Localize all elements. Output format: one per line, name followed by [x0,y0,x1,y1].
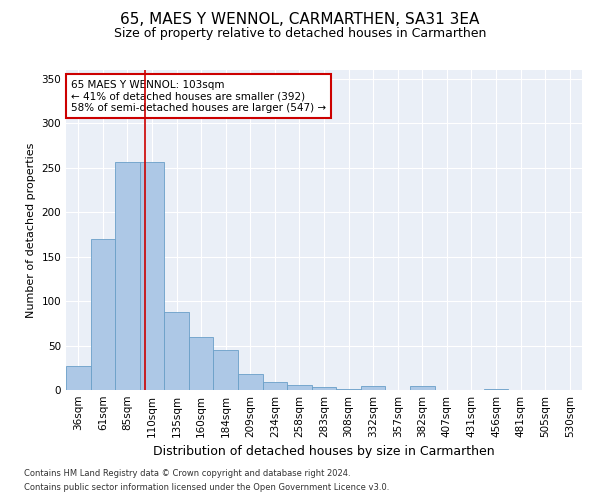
Bar [66,366,91,390]
Y-axis label: Number of detached properties: Number of detached properties [26,142,36,318]
Bar [361,386,385,390]
Text: Contains public sector information licensed under the Open Government Licence v3: Contains public sector information licen… [24,484,389,492]
Bar [484,389,508,390]
Text: 65 MAES Y WENNOL: 103sqm
← 41% of detached houses are smaller (392)
58% of semi-: 65 MAES Y WENNOL: 103sqm ← 41% of detach… [71,80,326,113]
Bar [189,336,214,390]
Bar [410,386,434,390]
Bar [263,382,287,390]
Bar [336,389,361,390]
Bar [238,374,263,390]
Bar [140,162,164,390]
Bar [115,162,140,390]
Bar [312,388,336,390]
Text: Size of property relative to detached houses in Carmarthen: Size of property relative to detached ho… [114,28,486,40]
Bar [91,239,115,390]
Bar [214,350,238,390]
Bar [164,312,189,390]
Text: Contains HM Land Registry data © Crown copyright and database right 2024.: Contains HM Land Registry data © Crown c… [24,468,350,477]
X-axis label: Distribution of detached houses by size in Carmarthen: Distribution of detached houses by size … [153,446,495,458]
Text: 65, MAES Y WENNOL, CARMARTHEN, SA31 3EA: 65, MAES Y WENNOL, CARMARTHEN, SA31 3EA [121,12,479,28]
Bar [287,384,312,390]
